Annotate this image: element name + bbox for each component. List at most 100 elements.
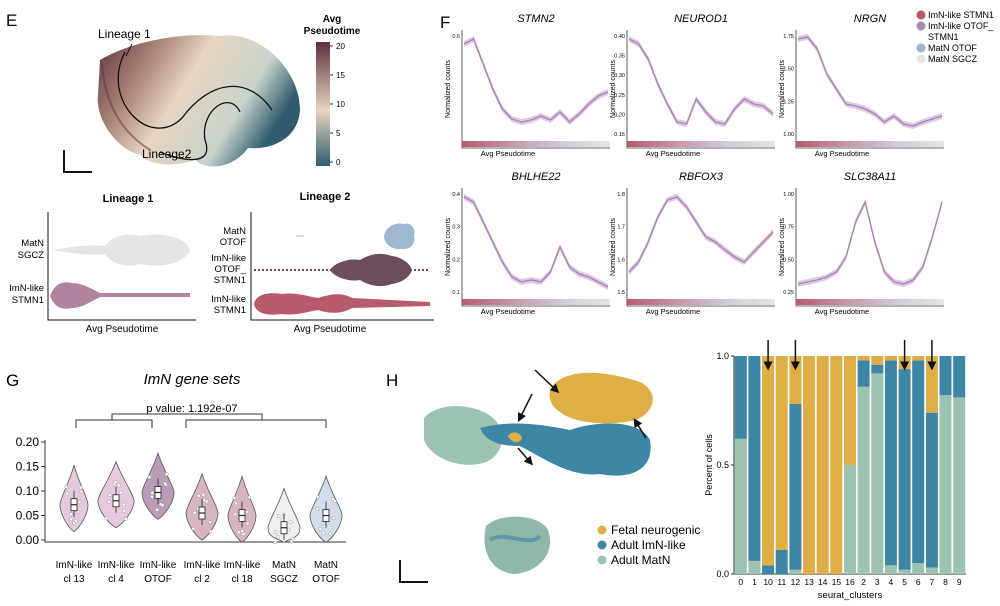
g-xlabel-2: cl 4 <box>108 574 124 585</box>
bar-segment-fetal-neurogenic <box>816 356 829 574</box>
g-point <box>332 499 337 504</box>
bar-segment-adult-matn <box>898 569 911 574</box>
gene-ci-band <box>464 36 608 125</box>
g-point <box>273 530 278 534</box>
g-point <box>79 489 84 494</box>
lineage1-label: Lineage 1 <box>98 27 151 41</box>
gene-ci-band <box>464 194 608 290</box>
bar-segment-adult-imn-like <box>884 360 897 566</box>
gene-ytick: 1.5 <box>617 290 625 296</box>
panel-e: E Lineage 1 Lineage2 Avg Pseudotime 20 15… <box>6 11 434 335</box>
g-point <box>286 527 291 532</box>
gene-xlabel: Avg Pseudotime <box>646 307 700 316</box>
gene-set-violins: 0.20 0.15 0.10 0.05 0.00 ImN-like cl 13 ImN-lik… <box>16 413 346 585</box>
bar-xtick-label: 5 <box>902 577 907 587</box>
violin-l2-axes <box>250 212 434 321</box>
g-xlabel-1: MatN <box>314 560 338 571</box>
legend-label: ImN-like STMN1 <box>928 10 994 20</box>
violin-l2-imn-otof-stmn1 <box>330 253 412 287</box>
violin-l1-title: Lineage 1 <box>103 193 154 205</box>
gene-ytick: 0.75 <box>783 225 794 231</box>
colorbar-tick-label: 5 <box>336 129 341 138</box>
g-xlabel-2: SGCZ <box>270 574 298 585</box>
legend-label: MatN OTOF <box>928 43 977 53</box>
g-point <box>65 491 70 496</box>
gene-rug <box>462 299 610 305</box>
gene-ytick: 0.1 <box>452 290 460 296</box>
umap-arrow-3 <box>517 447 533 466</box>
gene-ytick: 0.50 <box>783 257 794 263</box>
h-legend-label: Adult ImN-like <box>611 538 686 552</box>
g-ytick-label: 0.00 <box>16 533 40 547</box>
bar-segment-adult-matn <box>925 567 938 574</box>
g-point <box>164 472 169 476</box>
g-point <box>247 495 252 500</box>
lineage1-curve <box>117 51 273 129</box>
g-violin-group <box>59 464 89 533</box>
bar-xtick-label: 2 <box>861 577 866 587</box>
g-point <box>241 532 246 536</box>
bar-ytick-label: 0.5 <box>716 460 729 470</box>
g-point <box>236 530 241 535</box>
pseudotime-colorbar <box>316 42 330 166</box>
bar-segment-adult-matn <box>789 569 802 574</box>
g-point <box>147 475 152 480</box>
bar-segment-adult-matn <box>912 563 925 574</box>
g-point <box>234 501 239 506</box>
gene-rug <box>796 299 944 305</box>
g-axes <box>44 440 346 543</box>
bar-xtick-label: 9 <box>957 577 962 587</box>
bar-xtick-label: 1 <box>752 577 757 587</box>
panel-g-letter: G <box>6 371 19 390</box>
bar-segment-adult-matn <box>844 465 856 574</box>
g-point <box>191 526 196 531</box>
gene-ci-band <box>798 199 942 287</box>
g-xlabel-1: MatN <box>272 560 296 571</box>
gene-ytick: 0.6 <box>452 34 460 40</box>
g-point <box>155 507 160 512</box>
violin-l2-title: Lineage 2 <box>300 191 351 203</box>
bar-segment-adult-imn-like <box>857 360 870 387</box>
g-xlabel-2: OTOF <box>312 574 340 585</box>
g-point <box>276 514 281 518</box>
bar-segment-adult-imn-like <box>925 412 938 568</box>
umap-lower-dots <box>488 534 542 543</box>
bar-segment-adult-imn-like <box>871 364 884 374</box>
gene-ytick: 0.4 <box>452 192 460 198</box>
g-point <box>316 495 320 499</box>
gene-ylabel: Normalized counts <box>779 218 786 276</box>
umap-arrow-2 <box>517 393 533 423</box>
violin-l2-row1-a: MatN <box>223 226 246 237</box>
g-xlabel-1: ImN-like <box>56 560 93 571</box>
g-point <box>233 512 238 517</box>
g-point <box>290 536 295 541</box>
g-point <box>232 496 237 500</box>
g-xlabel-2: OTOF <box>144 574 172 585</box>
gene-trend-line <box>463 196 609 288</box>
gene-plot-axes <box>461 188 610 307</box>
g-point <box>288 520 293 525</box>
gene-plot-bhlhe22: BHLHE22 0.4 0.3 0.2 0.1 Normalized counts Avg … <box>445 171 610 316</box>
gene-ylabel: Normalized counts <box>445 60 452 118</box>
g-xlabel-2: cl 18 <box>231 574 253 585</box>
gene-xlabel: Avg Pseudotime <box>646 149 700 158</box>
gene-trend-line <box>463 38 609 123</box>
gene-plot-axes <box>461 30 610 149</box>
gene-ytick: 0.35 <box>614 54 625 60</box>
g-point <box>68 512 73 517</box>
bar-xtick-label: 7 <box>930 577 935 587</box>
legend-label: MatN SGCZ <box>928 54 978 64</box>
gene-xlabel: Avg Pseudotime <box>481 307 535 316</box>
g-point <box>119 490 124 495</box>
gene-ytick: 0.2 <box>452 257 460 263</box>
gene-plot-rbfox3: RBFOX3 1.8 1.7 1.6 1.5 Normalized counts Avg P… <box>610 171 775 316</box>
panel-g-title: ImN gene sets <box>144 371 241 388</box>
umap-h-axis-glyph <box>399 560 428 583</box>
violin-l1-row1-a: MatN <box>21 238 44 249</box>
g-point <box>244 510 249 514</box>
colorbar-tick-label: 10 <box>336 100 345 109</box>
legend-swatch <box>916 43 926 53</box>
violin-l2-row2-a: ImN-like <box>211 253 246 264</box>
